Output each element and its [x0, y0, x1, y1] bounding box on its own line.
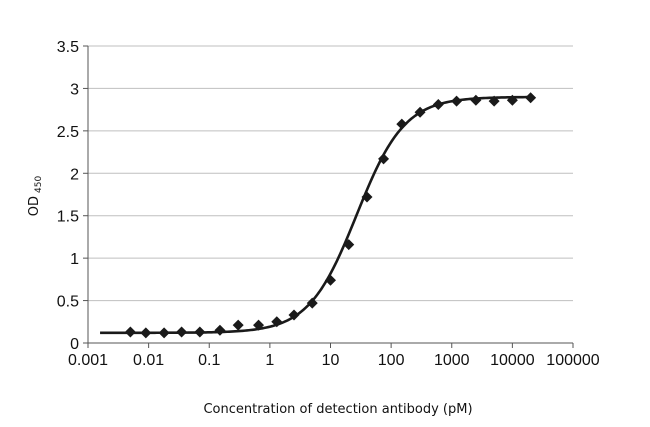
y-tick-label: 0.5 [57, 294, 79, 311]
data-point [432, 99, 444, 111]
y-tick-label: 0 [70, 336, 79, 353]
x-tick-labels: 0.001 0.01 0.1 1 10 100 1000 10000 100000 [68, 352, 600, 369]
data-point [396, 118, 408, 130]
y-tick-label: 2.5 [57, 124, 79, 141]
data-point [414, 106, 426, 118]
x-tick-label: 10000 [490, 352, 535, 369]
data-point [525, 92, 537, 104]
fit-curve [100, 95, 531, 335]
data-points [124, 92, 537, 339]
data-point [470, 94, 482, 106]
data-point [253, 319, 265, 331]
data-point [361, 191, 373, 203]
data-point [378, 153, 390, 165]
data-point [451, 95, 463, 107]
y-tick-labels: 0 0.5 1 1.5 2 2.5 3 3.5 [57, 39, 79, 353]
data-point [306, 297, 318, 309]
data-point [214, 324, 226, 336]
y-tick-label: 3.5 [57, 39, 79, 56]
x-axis-title: Concentration of detection antibody (pM) [203, 402, 472, 417]
data-point [271, 316, 283, 328]
gridlines [88, 45, 573, 302]
data-point [288, 309, 300, 321]
x-tick-label: 0.01 [133, 352, 164, 369]
y-axis-title: OD 450 [27, 176, 44, 217]
data-point [488, 95, 500, 107]
x-tick-label: 0.1 [198, 352, 220, 369]
fit-curve-group [100, 95, 531, 335]
axes [83, 45, 574, 348]
y-tick-label: 1.5 [57, 209, 79, 226]
data-point [232, 319, 244, 331]
data-point [158, 327, 170, 339]
x-tick-label: 100 [378, 352, 405, 369]
y-tick-label: 2 [70, 166, 79, 183]
y-axis-title-main: OD [27, 196, 42, 216]
data-point [140, 327, 152, 339]
x-tick-label: 0.001 [68, 352, 108, 369]
y-tick-label: 1 [70, 251, 79, 268]
data-point [343, 239, 355, 251]
data-point [325, 274, 336, 286]
x-tick-label: 10 [322, 352, 340, 369]
x-tick-label: 100000 [546, 352, 599, 369]
y-axis-title-subscript: 450 [34, 176, 44, 193]
data-point [194, 326, 206, 338]
x-tick-label: 1000 [434, 352, 470, 369]
x-tick-label: 1 [265, 352, 274, 369]
data-point [176, 326, 188, 338]
data-point [124, 326, 136, 338]
y-tick-label: 3 [70, 81, 79, 98]
data-point [506, 94, 518, 106]
